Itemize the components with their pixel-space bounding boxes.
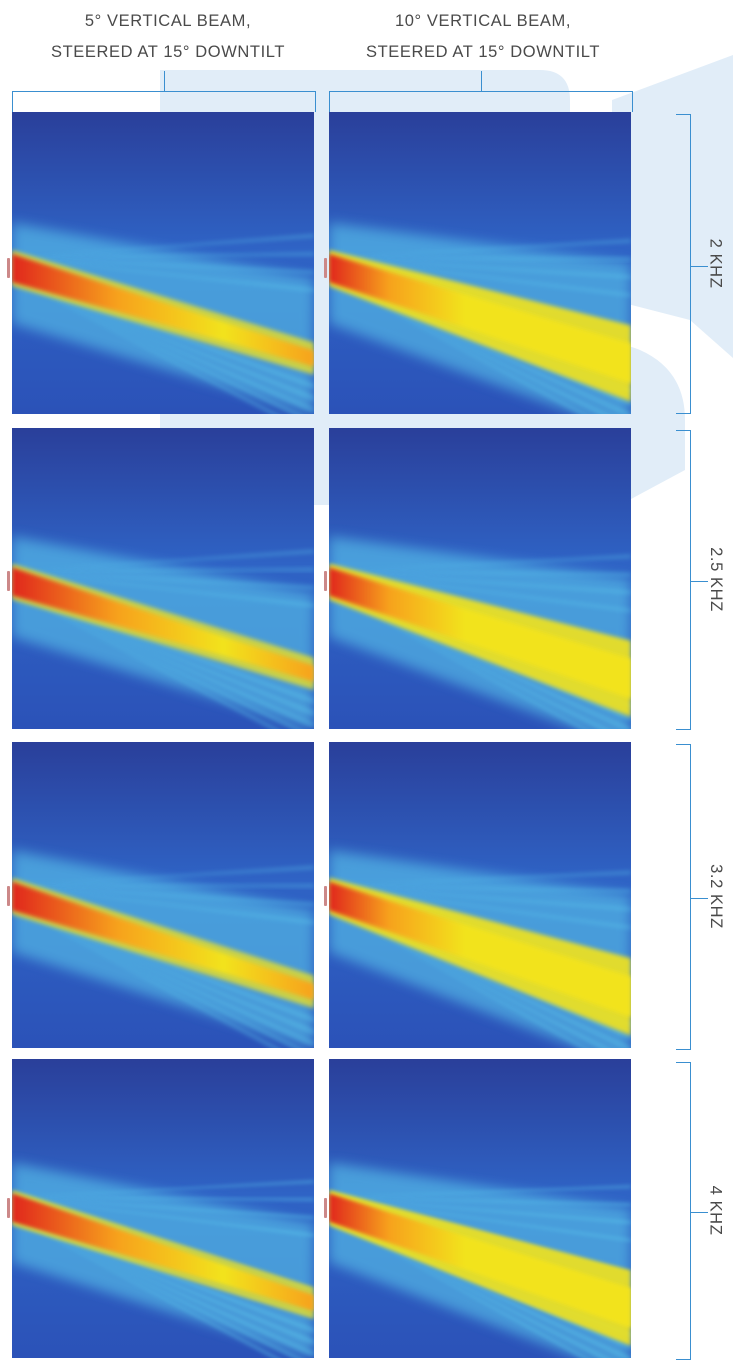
column-title-5deg: 5° VERTICAL BEAM, STEERED AT 15° DOWNTIL…: [50, 12, 286, 61]
row-label-2khz: 2 KHZ: [695, 114, 733, 412]
beam-panel: [12, 112, 314, 414]
source-marker: [324, 885, 327, 906]
row-bracket: [676, 744, 691, 1050]
source-marker: [7, 885, 10, 906]
source-marker: [7, 1197, 10, 1218]
beam-panel: [12, 428, 314, 729]
row-bracket: [676, 114, 691, 414]
column-bracket-tick: [164, 71, 166, 91]
row-bracket-tick: [690, 898, 708, 900]
source-marker: [324, 571, 327, 592]
column-title-10deg: 10° VERTICAL BEAM, STEERED AT 15° DOWNTI…: [365, 12, 601, 61]
row-bracket-tick: [690, 266, 708, 268]
row-bracket: [676, 1062, 691, 1360]
beam-panel: [329, 1059, 631, 1358]
source-marker: [324, 1197, 327, 1218]
beam-panel: [329, 742, 631, 1048]
column-bracket: [329, 91, 633, 112]
row-label-text: 3.2 KHZ: [706, 863, 725, 929]
row-label-text: 2 KHZ: [706, 238, 725, 288]
row-label-text: 2.5 KHZ: [706, 546, 725, 612]
row-bracket: [676, 430, 691, 730]
source-marker: [7, 257, 10, 278]
beam-panel: [12, 1059, 314, 1358]
source-marker: [324, 257, 327, 278]
row-label-3-2khz: 3.2 KHZ: [695, 744, 733, 1048]
beam-panel: [12, 742, 314, 1048]
beam-panel: [329, 112, 631, 414]
row-label-2-5khz: 2.5 KHZ: [695, 430, 733, 728]
row-label-4khz: 4 KHZ: [695, 1062, 733, 1358]
column-bracket: [12, 91, 316, 112]
column-bracket-tick: [481, 71, 483, 91]
source-marker: [7, 571, 10, 592]
row-label-text: 4 KHZ: [706, 1185, 725, 1235]
row-bracket-tick: [690, 581, 708, 583]
beam-panel: [329, 428, 631, 729]
row-bracket-tick: [690, 1212, 708, 1214]
